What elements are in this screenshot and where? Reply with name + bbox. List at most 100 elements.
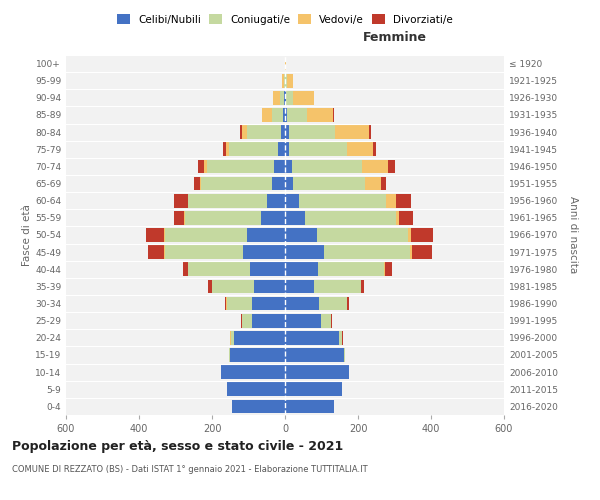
Bar [361,280,364,293]
Bar [247,126,281,139]
Bar [201,176,272,190]
Bar [148,246,164,259]
Bar [287,108,307,122]
Bar [272,108,283,122]
Bar [286,74,287,88]
Bar [230,348,285,362]
Y-axis label: Fasce di età: Fasce di età [22,204,32,266]
Bar [274,160,285,173]
Bar [188,262,250,276]
Bar [274,91,280,104]
Bar [347,142,373,156]
Bar [285,400,334,413]
Bar [262,108,272,122]
Bar [242,126,247,139]
Bar [314,280,361,293]
Bar [285,211,305,224]
Bar [362,160,388,173]
Bar [307,108,333,122]
Bar [285,56,286,70]
Bar [369,126,371,139]
Bar [194,176,200,190]
Bar [321,314,331,328]
Bar [384,262,385,276]
Bar [286,91,293,104]
Text: Femmine: Femmine [362,31,427,44]
Bar [200,176,201,190]
Bar [221,366,285,379]
Bar [229,142,278,156]
Bar [305,211,395,224]
Bar [285,91,286,104]
Bar [285,176,293,190]
Bar [250,262,285,276]
Bar [284,91,285,104]
Bar [386,194,396,207]
Bar [380,176,386,190]
Bar [344,348,345,362]
Bar [267,194,285,207]
Bar [365,176,380,190]
Bar [227,382,285,396]
Bar [285,246,325,259]
Bar [232,400,285,413]
Bar [385,262,392,276]
Bar [331,314,332,328]
Bar [283,74,284,88]
Bar [198,160,205,173]
Bar [272,176,285,190]
Bar [252,296,285,310]
Bar [285,366,349,379]
Bar [173,194,188,207]
Bar [243,246,285,259]
Bar [318,262,384,276]
Bar [285,331,339,344]
Bar [412,246,432,259]
Bar [254,280,285,293]
Bar [285,348,344,362]
Bar [229,348,230,362]
Bar [319,296,347,310]
Bar [212,280,254,293]
Bar [247,228,285,242]
Bar [335,126,369,139]
Bar [339,331,342,344]
Bar [252,314,285,328]
Bar [227,296,252,310]
Bar [293,176,365,190]
Bar [278,142,285,156]
Bar [325,246,410,259]
Text: COMUNE DI REZZATO (BS) - Dati ISTAT 1° gennaio 2021 - Elaborazione TUTTITALIA.IT: COMUNE DI REZZATO (BS) - Dati ISTAT 1° g… [12,465,368,474]
Bar [285,296,319,310]
Bar [299,194,386,207]
Bar [281,126,285,139]
Bar [164,246,243,259]
Bar [231,331,234,344]
Bar [289,142,347,156]
Bar [188,194,267,207]
Bar [285,126,289,139]
Bar [292,160,362,173]
Bar [287,74,293,88]
Bar [333,108,334,122]
Bar [410,228,433,242]
Bar [234,331,285,344]
Bar [373,142,376,156]
Bar [407,228,410,242]
Bar [173,211,184,224]
Y-axis label: Anni di nascita: Anni di nascita [568,196,578,274]
Bar [347,296,349,310]
Bar [410,246,412,259]
Bar [285,108,287,122]
Bar [293,91,314,104]
Bar [399,211,413,224]
Bar [226,142,229,156]
Bar [396,194,411,207]
Bar [261,211,285,224]
Bar [206,160,274,173]
Bar [395,211,399,224]
Bar [285,314,321,328]
Bar [183,262,188,276]
Bar [285,280,314,293]
Bar [317,228,407,242]
